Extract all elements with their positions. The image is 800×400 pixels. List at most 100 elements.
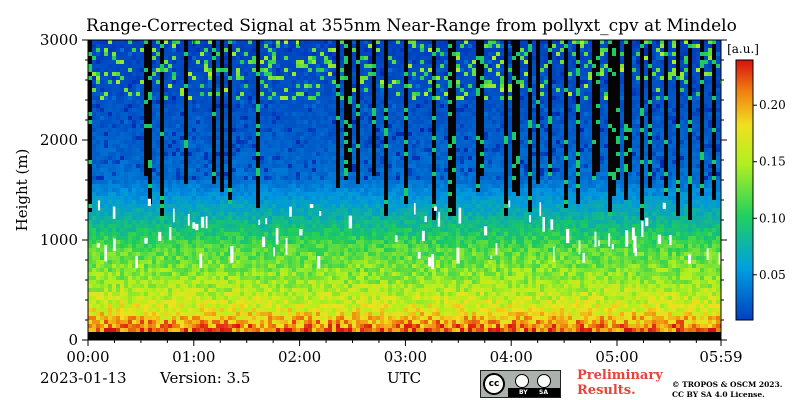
cc-license-badge[interactable]: cc BY SA xyxy=(480,370,561,398)
x-tick-label: 01:00 xyxy=(172,348,215,366)
cloud-mark xyxy=(258,219,261,226)
y-tick-label: 3000 xyxy=(40,31,78,49)
cloud-mark xyxy=(542,216,545,232)
x-axis: 00:00 01:00 02:00 03:00 04:00 05:00 05:59 xyxy=(66,40,743,366)
footer-date: 2023-01-13 xyxy=(40,369,127,387)
colorbar-tick-label: 0.20 xyxy=(759,98,786,112)
cloud-mark xyxy=(265,218,268,225)
cloud-mark xyxy=(112,206,116,219)
plot-frame xyxy=(87,39,722,341)
cloud-mark xyxy=(706,248,709,260)
cloud-mark xyxy=(508,200,511,208)
cloud-signals xyxy=(96,198,721,270)
footer-version: Version: 3.5 xyxy=(160,369,251,387)
cloud-mark xyxy=(456,247,460,264)
heatmap-cells xyxy=(88,40,721,340)
cloud-mark xyxy=(97,200,101,211)
preliminary-line-1: Preliminary xyxy=(577,368,663,383)
cloud-mark xyxy=(112,238,116,252)
cloud-mark xyxy=(490,255,493,260)
colorbar-tick-label: 0.10 xyxy=(759,211,786,225)
cloud-mark xyxy=(317,256,321,269)
cloud-mark xyxy=(553,246,555,262)
cloud-mark xyxy=(147,198,151,206)
x-tick-label: 05:00 xyxy=(595,348,638,366)
cloud-mark xyxy=(421,230,425,242)
x-tick-label: 05:59 xyxy=(699,348,742,366)
cloud-mark xyxy=(273,247,275,257)
cloud-mark xyxy=(205,216,208,229)
copyright-line-1: © TROPOS & OSCM 2023. xyxy=(672,380,783,389)
cloud-mark xyxy=(172,208,175,223)
share-alike-icon xyxy=(537,374,551,388)
copyright-line-2: CC BY SA 4.0 License. xyxy=(672,390,765,399)
y-axis-label: Height (m) xyxy=(13,149,31,232)
preliminary-line-2: Results. xyxy=(577,383,636,398)
cloud-mark xyxy=(96,243,101,248)
cloud-mark xyxy=(528,215,531,223)
cloud-mark xyxy=(631,227,635,241)
cloud-mark xyxy=(598,240,600,247)
cloud-mark xyxy=(262,236,266,248)
cloud-mark xyxy=(299,229,303,236)
cloud-mark xyxy=(550,219,554,230)
cloud-mark xyxy=(230,246,234,263)
cloud-mark xyxy=(309,204,314,208)
cloud-mark xyxy=(427,257,431,267)
cloud-mark xyxy=(104,245,107,262)
cloud-mark xyxy=(158,231,162,242)
cloud-mark xyxy=(539,202,542,217)
cloud-mark xyxy=(319,211,322,216)
x-tick-label: 02:00 xyxy=(278,348,321,366)
cloud-mark xyxy=(495,243,498,255)
cloud-mark xyxy=(192,222,196,229)
cloud-mark xyxy=(458,207,462,224)
cloud-mark xyxy=(718,252,721,265)
cloud-mark xyxy=(200,216,205,228)
cloud-mark xyxy=(275,227,279,245)
cc-sa-label: SA xyxy=(539,389,548,396)
cloud-mark xyxy=(417,252,421,259)
cloud-mark xyxy=(657,234,662,245)
y-tick-label: 2000 xyxy=(40,131,78,149)
cc-by-label: BY xyxy=(519,389,528,396)
cloud-mark xyxy=(424,216,427,223)
cloud-mark xyxy=(633,235,637,253)
cloud-mark xyxy=(413,203,416,215)
cloud-mark xyxy=(187,213,190,226)
plot-area xyxy=(88,40,721,340)
cloud-mark xyxy=(688,254,692,264)
cloud-mark xyxy=(144,237,148,244)
x-tick-label: 03:00 xyxy=(384,348,427,366)
cloud-mark xyxy=(394,235,398,243)
x-tick-label: 04:00 xyxy=(490,348,533,366)
cloud-mark xyxy=(594,231,597,248)
cc-icon: cc xyxy=(483,373,505,395)
colorbar-tick-label: 0.05 xyxy=(759,268,786,282)
preliminary-notice: Preliminary Results. xyxy=(577,368,663,398)
by-icon xyxy=(515,374,529,388)
x-tick-label: 00:00 xyxy=(66,348,109,366)
cloud-mark xyxy=(625,230,629,247)
cloud-mark xyxy=(578,240,581,255)
colorbar-tick-label: 0.15 xyxy=(759,155,786,169)
cloud-mark xyxy=(611,243,614,250)
cloud-mark xyxy=(483,226,488,236)
cloud-mark xyxy=(669,235,672,246)
y-tick-label: 1000 xyxy=(40,231,78,249)
cloud-mark xyxy=(662,202,666,210)
chart-title: Range-Corrected Signal at 355nm Near-Ran… xyxy=(86,16,737,36)
colorbar-gradient xyxy=(735,59,754,321)
cloud-mark xyxy=(565,228,570,244)
cloud-mark xyxy=(199,253,203,269)
cloud-mark xyxy=(608,233,611,247)
y-axis: 0 1000 2000 3000 Height (m) xyxy=(13,31,727,349)
cloud-mark xyxy=(431,254,435,270)
cloud-mark xyxy=(641,221,644,238)
cloud-mark xyxy=(437,218,440,227)
cloud-mark xyxy=(348,215,353,229)
colorbar: [a.u.] 0.05 0.10 0.15 0.20 xyxy=(727,42,786,321)
cc-strip xyxy=(508,388,560,397)
x-axis-label: UTC xyxy=(387,369,422,387)
